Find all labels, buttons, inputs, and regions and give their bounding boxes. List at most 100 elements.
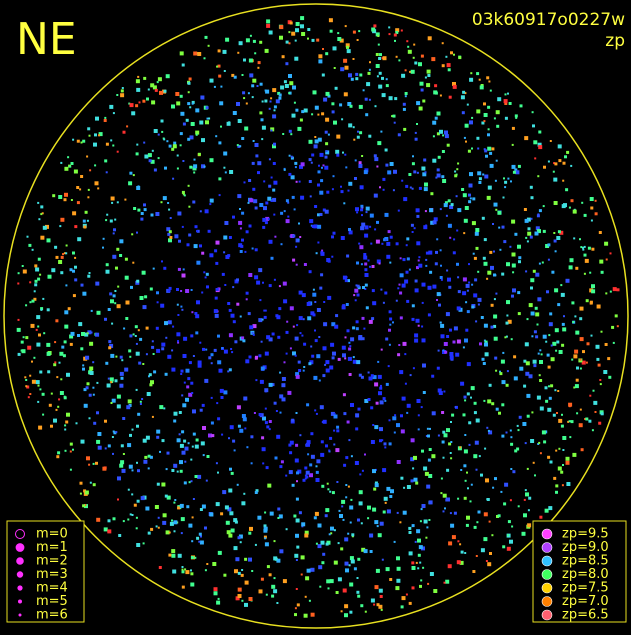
star	[486, 277, 489, 280]
star	[53, 418, 57, 423]
star	[263, 524, 267, 528]
magnitude-symbol	[15, 529, 25, 539]
star	[364, 288, 367, 290]
star	[322, 552, 326, 556]
star	[465, 301, 468, 304]
star	[372, 375, 377, 380]
star	[475, 246, 479, 250]
star	[380, 384, 382, 387]
star	[339, 514, 343, 518]
star	[203, 165, 206, 168]
star	[442, 350, 446, 354]
star	[453, 326, 458, 331]
star	[436, 238, 439, 241]
star	[392, 114, 396, 118]
star	[422, 363, 426, 368]
star	[173, 520, 178, 525]
star	[436, 173, 441, 178]
star	[63, 340, 67, 344]
star	[306, 568, 311, 573]
star	[423, 225, 428, 230]
star	[416, 266, 419, 270]
star	[343, 92, 348, 97]
star	[92, 483, 96, 487]
star	[111, 436, 114, 438]
star	[297, 238, 300, 241]
star	[108, 346, 112, 350]
star	[183, 439, 187, 443]
star	[494, 477, 497, 481]
star	[484, 447, 487, 450]
star	[50, 424, 53, 428]
star	[256, 280, 261, 285]
star	[537, 213, 540, 216]
star	[239, 145, 242, 148]
star	[34, 279, 38, 283]
star	[434, 262, 438, 266]
star	[273, 109, 276, 112]
star	[152, 85, 157, 90]
star	[431, 57, 436, 62]
star	[53, 363, 57, 367]
star	[553, 201, 558, 205]
star	[475, 555, 478, 557]
star	[234, 569, 238, 574]
star	[514, 114, 518, 118]
star	[156, 301, 159, 304]
star	[306, 403, 310, 407]
star	[369, 533, 374, 538]
star	[570, 164, 573, 167]
star	[396, 578, 401, 583]
star	[182, 160, 185, 162]
star	[482, 173, 485, 176]
star	[528, 496, 532, 500]
star	[502, 351, 505, 354]
star	[139, 337, 143, 341]
star	[450, 441, 453, 443]
star	[323, 97, 328, 102]
star	[164, 166, 167, 170]
star	[340, 547, 344, 551]
star	[291, 113, 296, 118]
star	[263, 180, 266, 183]
star	[185, 289, 190, 293]
star	[136, 543, 141, 547]
star	[486, 498, 490, 501]
star	[191, 445, 194, 448]
star	[181, 308, 184, 311]
star	[69, 342, 73, 346]
star	[583, 272, 586, 275]
star	[530, 196, 534, 200]
star	[197, 152, 201, 156]
star	[359, 245, 364, 250]
star	[105, 171, 108, 174]
star	[333, 529, 336, 532]
star	[314, 329, 316, 332]
star	[403, 127, 407, 131]
star	[510, 180, 512, 183]
star	[285, 40, 289, 44]
star	[241, 501, 246, 506]
star	[248, 597, 253, 601]
star	[141, 270, 146, 275]
star	[430, 192, 434, 196]
star	[138, 361, 142, 365]
star	[195, 438, 199, 442]
star	[31, 299, 35, 303]
star	[452, 82, 456, 86]
star	[501, 380, 506, 385]
star	[319, 213, 323, 216]
star	[103, 527, 108, 532]
star	[187, 377, 191, 381]
star	[181, 63, 185, 67]
star	[414, 333, 419, 338]
star	[479, 342, 482, 346]
star	[305, 475, 309, 479]
star	[308, 362, 312, 366]
star	[313, 224, 318, 229]
star	[132, 261, 135, 264]
star	[497, 210, 502, 215]
star	[481, 216, 485, 220]
star	[104, 159, 108, 163]
star	[264, 351, 269, 356]
